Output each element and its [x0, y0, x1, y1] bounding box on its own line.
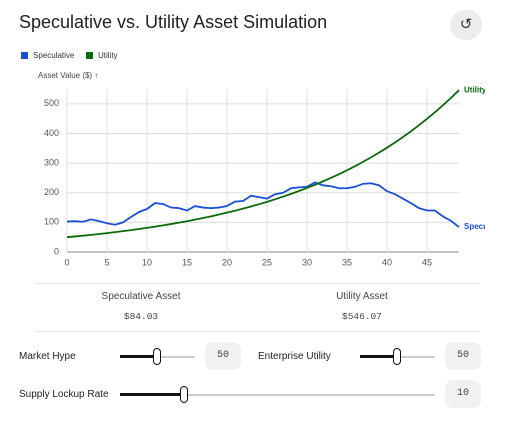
- stat-label: Speculative Asset: [101, 291, 181, 302]
- y-tick-label: 0: [54, 246, 59, 256]
- slider-fill: [120, 393, 184, 396]
- x-tick-label: 40: [382, 257, 392, 267]
- y-tick-label: 200: [44, 187, 59, 197]
- value-box[interactable]: 50: [205, 342, 241, 370]
- x-tick-label: 0: [64, 257, 69, 267]
- slider-fill: [360, 355, 397, 358]
- slider-thumb[interactable]: [153, 348, 161, 365]
- reset-button[interactable]: ↺: [450, 10, 482, 40]
- stat-label: Utility Asset: [336, 291, 388, 302]
- slider-thumb[interactable]: [393, 348, 401, 365]
- x-tick-label: 10: [142, 257, 152, 267]
- y-axis-label: Asset Value ($) ↑: [38, 71, 98, 80]
- stat-value: $84.03: [123, 311, 159, 322]
- y-tick-label: 300: [44, 157, 59, 167]
- control-label: Supply Lockup Rate: [19, 389, 109, 400]
- value-box[interactable]: 10: [445, 380, 481, 408]
- legend-label: Speculative: [33, 51, 75, 60]
- x-tick-label: 20: [222, 257, 232, 267]
- y-tick-label: 100: [44, 217, 59, 227]
- legend-label: Utility: [98, 51, 118, 60]
- control-label: Market Hype: [19, 351, 76, 362]
- divider: [35, 331, 480, 332]
- y-tick-label: 500: [44, 98, 59, 108]
- series-line: [66, 181, 460, 228]
- slider-thumb[interactable]: [180, 386, 188, 403]
- slider-track[interactable]: [120, 394, 435, 396]
- y-tick-label: 400: [44, 128, 59, 138]
- divider: [35, 283, 480, 284]
- x-tick-label: 5: [104, 257, 109, 267]
- series-line: [66, 89, 460, 239]
- slider-fill: [120, 355, 157, 358]
- value-box[interactable]: 50: [445, 342, 481, 370]
- series-end-label: Speculative: [464, 222, 485, 231]
- legend-swatch: [21, 52, 28, 59]
- control-label: Enterprise Utility: [258, 351, 331, 362]
- series-end-label: Utility: [464, 85, 485, 94]
- legend-swatch: [86, 52, 93, 59]
- chart: 0 100 200 300 400 500 0 5 10 15 20 25 30 35 40 45 Asset …: [21, 51, 485, 267]
- x-tick-label: 45: [422, 257, 432, 267]
- x-tick-label: 25: [262, 257, 272, 267]
- chart-title: Speculative vs. Utility Asset Simulation: [19, 12, 328, 32]
- stat-value: $546.07: [342, 311, 382, 322]
- x-tick-label: 35: [342, 257, 352, 267]
- x-tick-label: 30: [302, 257, 312, 267]
- x-tick-label: 15: [182, 257, 192, 267]
